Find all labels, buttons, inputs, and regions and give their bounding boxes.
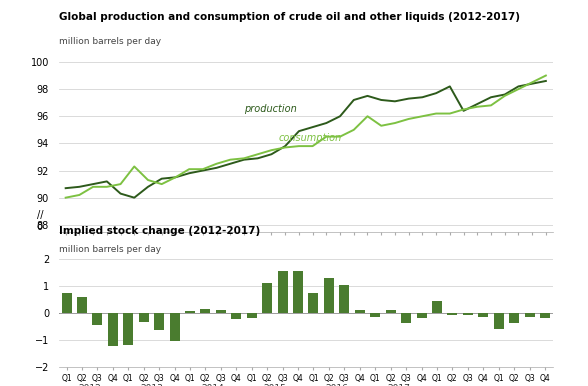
Bar bbox=[370, 313, 380, 317]
Bar bbox=[386, 310, 396, 313]
Text: 2015: 2015 bbox=[263, 384, 286, 386]
Bar bbox=[324, 278, 334, 313]
Text: //: // bbox=[36, 210, 43, 220]
Bar bbox=[278, 271, 288, 313]
Bar bbox=[247, 313, 257, 318]
Text: 2012: 2012 bbox=[78, 384, 101, 386]
Bar bbox=[139, 313, 149, 322]
Bar bbox=[92, 313, 102, 325]
Bar bbox=[185, 311, 195, 313]
Text: 0: 0 bbox=[36, 222, 43, 232]
Bar bbox=[293, 271, 303, 313]
Bar bbox=[216, 310, 226, 313]
Text: consumption: consumption bbox=[278, 133, 342, 143]
Bar bbox=[416, 313, 426, 318]
Bar bbox=[309, 293, 319, 313]
Bar bbox=[540, 313, 550, 318]
Text: million barrels per day: million barrels per day bbox=[59, 37, 161, 46]
Bar bbox=[123, 313, 133, 345]
Bar bbox=[447, 313, 457, 315]
Text: 2016: 2016 bbox=[325, 384, 348, 386]
Bar bbox=[169, 313, 179, 341]
Text: production: production bbox=[244, 104, 297, 114]
Text: Global production and consumption of crude oil and other liquids (2012-2017): Global production and consumption of cru… bbox=[59, 12, 520, 22]
Bar bbox=[478, 313, 488, 317]
Text: Implied stock change (2012-2017): Implied stock change (2012-2017) bbox=[59, 226, 260, 236]
Bar bbox=[77, 297, 87, 313]
Bar bbox=[432, 300, 442, 313]
Bar bbox=[108, 313, 118, 347]
Bar bbox=[355, 310, 365, 313]
Text: 2013: 2013 bbox=[140, 384, 163, 386]
Text: million barrels per day: million barrels per day bbox=[59, 245, 161, 254]
Bar bbox=[494, 313, 504, 329]
Bar bbox=[201, 310, 211, 313]
Bar bbox=[154, 313, 164, 330]
Bar bbox=[524, 313, 534, 317]
Bar bbox=[262, 283, 272, 313]
Bar bbox=[62, 293, 72, 313]
Text: 2014: 2014 bbox=[202, 384, 225, 386]
Text: 2017: 2017 bbox=[387, 384, 410, 386]
Bar bbox=[463, 313, 473, 315]
Bar bbox=[401, 313, 411, 323]
Bar bbox=[509, 313, 519, 323]
Bar bbox=[231, 313, 241, 320]
Bar bbox=[339, 285, 349, 313]
